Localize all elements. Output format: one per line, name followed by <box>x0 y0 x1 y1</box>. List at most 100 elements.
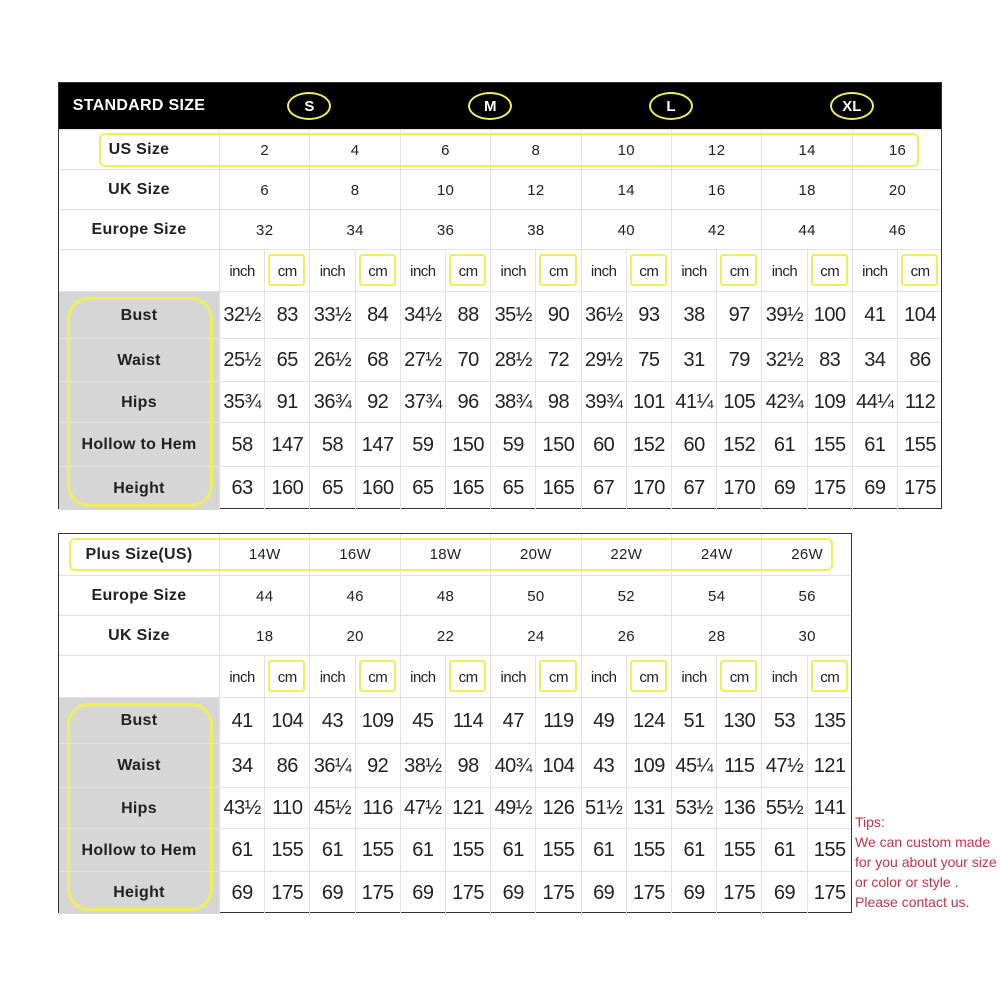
measurement-value: 36½ <box>580 292 626 339</box>
size-value: 26 <box>580 616 671 656</box>
measurement-value: 47½ <box>761 744 806 788</box>
measurement-value: 109 <box>354 698 400 744</box>
measurement-value: 36¼ <box>309 744 354 788</box>
size-value: 36 <box>399 210 490 250</box>
measurement-value: 69 <box>761 467 806 510</box>
measurement-value: 92 <box>354 744 400 788</box>
measurement-value: 155 <box>716 829 761 872</box>
measurement-row: Hips 35¾ 91 36¾ 92 37¾ 96 38¾ 98 39¾ 101 41¼ 105 42¾ 1… <box>59 381 941 423</box>
tips-line: for you about your size <box>855 854 997 870</box>
measurement-value: 160 <box>354 467 400 510</box>
measurement-value: 155 <box>445 829 490 872</box>
measurement-value: 75 <box>625 339 671 382</box>
measurement-value: 47 <box>490 698 535 744</box>
measurement-row: Height 63 160 65 160 65 165 65 165 67 170 67 170 69 17… <box>59 466 941 510</box>
measurement-value: 86 <box>897 339 942 382</box>
measurement-row: Height 69 175 69 175 69 175 69 175 69 175 69 175 69 17… <box>59 871 851 914</box>
measurement-value: 155 <box>264 829 309 872</box>
size-value: 12 <box>490 170 580 210</box>
measurement-value: 34 <box>851 339 897 382</box>
measurement-value: 45 <box>399 698 445 744</box>
measurement-value: 170 <box>625 467 671 510</box>
size-value: 44 <box>761 210 851 250</box>
unit-inch: inch <box>399 250 445 292</box>
measurement-value: 67 <box>671 467 716 510</box>
measurement-value: 53 <box>761 698 806 744</box>
measurement-value: 109 <box>625 744 671 788</box>
unit-cm: cm <box>806 250 852 292</box>
measurement-value: 65 <box>399 467 445 510</box>
measurement-value: 69 <box>490 872 535 914</box>
measurement-value: 69 <box>219 872 264 914</box>
unit-cm: cm <box>264 656 309 698</box>
unit-cm: cm <box>897 250 942 292</box>
measurement-value: 130 <box>716 698 761 744</box>
row-label: Europe Size <box>91 587 187 604</box>
size-value: 48 <box>399 576 490 616</box>
unit-inch: inch <box>580 250 626 292</box>
measurement-value: 136 <box>716 788 761 829</box>
measurement-value: 91 <box>264 382 309 423</box>
size-value: 16 <box>851 130 942 170</box>
standard-size-table: STANDARD SIZE S M L XL US Size 2 4 6 8 10 12 14 16 UK … <box>58 82 942 510</box>
size-value: 52 <box>580 576 671 616</box>
size-value: 40 <box>580 210 671 250</box>
info-row: Europe Size 44 46 48 50 52 54 56 <box>59 575 851 616</box>
measurement-value: 45½ <box>309 788 354 829</box>
measurement-value: 28½ <box>490 339 535 382</box>
measurement-value: 59 <box>490 423 535 467</box>
header-title: STANDARD SIZE <box>72 97 206 114</box>
measurement-value: 155 <box>535 829 580 872</box>
measurement-row: Hollow to Hem 61 155 61 155 61 155 61 155 61 155 61… <box>59 828 851 872</box>
size-value: 56 <box>761 576 851 616</box>
measurement-value: 104 <box>535 744 580 788</box>
measurement-value: 49½ <box>490 788 535 829</box>
measurement-value: 38¾ <box>490 382 535 423</box>
size-value: 28 <box>671 616 761 656</box>
measurement-value: 61 <box>580 829 626 872</box>
measurement-label: Hips <box>59 788 219 829</box>
measurement-value: 60 <box>580 423 626 467</box>
measurement-value: 100 <box>806 292 852 339</box>
unit-cm: cm <box>445 656 490 698</box>
size-group-m: M <box>468 92 513 120</box>
row-label: UK Size <box>108 627 170 644</box>
measurement-value: 126 <box>535 788 580 829</box>
unit-cm: cm <box>535 656 580 698</box>
measurement-value: 79 <box>716 339 761 382</box>
measurement-value: 121 <box>806 744 852 788</box>
measurement-value: 61 <box>490 829 535 872</box>
unit-inch: inch <box>671 250 716 292</box>
measurement-value: 31 <box>671 339 716 382</box>
measurement-value: 47½ <box>399 788 445 829</box>
measurement-value: 104 <box>264 698 309 744</box>
measurement-value: 51½ <box>580 788 626 829</box>
unit-inch: inch <box>219 656 264 698</box>
size-value: 14W <box>219 534 309 575</box>
header-row: STANDARD SIZE S M L XL <box>59 83 941 129</box>
size-value: 32 <box>219 210 309 250</box>
measurement-value: 152 <box>625 423 671 467</box>
measurement-value: 152 <box>716 423 761 467</box>
measurement-value: 51 <box>671 698 716 744</box>
unit-row: inch cm inch cm inch cm inch cm inch cm inch cm inch… <box>59 249 941 292</box>
measurement-label: Hips <box>59 382 219 423</box>
tips-note: Tips: We can custom made for you about y… <box>855 812 997 912</box>
measurement-value: 155 <box>806 423 852 467</box>
size-value: 10 <box>399 170 490 210</box>
size-value: 22 <box>399 616 490 656</box>
measurement-value: 72 <box>535 339 580 382</box>
size-value: 4 <box>309 130 399 170</box>
measurement-value: 135 <box>806 698 852 744</box>
unit-cm: cm <box>806 656 852 698</box>
measurement-value: 49 <box>580 698 626 744</box>
row-label: Europe Size <box>91 221 187 238</box>
measurement-value: 155 <box>354 829 400 872</box>
measurement-value: 42¾ <box>761 382 806 423</box>
measurement-value: 92 <box>354 382 400 423</box>
measurement-value: 35¾ <box>219 382 264 423</box>
size-group-xl: XL <box>829 92 874 120</box>
unit-row: inch cm inch cm inch cm inch cm inch cm inch cm inch… <box>59 655 851 698</box>
measurement-value: 53½ <box>671 788 716 829</box>
measurement-value: 43 <box>309 698 354 744</box>
